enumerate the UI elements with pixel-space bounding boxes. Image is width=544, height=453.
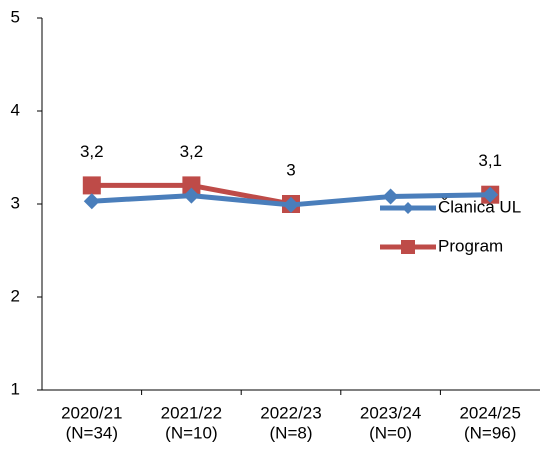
x-tick-label: (N=0): [369, 423, 412, 442]
y-tick-label: 5: [11, 7, 20, 26]
y-tick-label: 4: [11, 100, 20, 119]
x-tick-label: 2020/21: [61, 403, 122, 422]
y-tick-label: 1: [11, 379, 20, 398]
x-tick-label: (N=8): [270, 423, 313, 442]
legend-label: Članica UL: [438, 197, 521, 216]
data-label: 3,1: [478, 151, 502, 170]
data-label: 3,2: [180, 142, 204, 161]
marker: [283, 196, 299, 213]
x-tick-label: 2023/24: [360, 403, 421, 422]
marker: [183, 187, 200, 204]
legend-marker: [402, 202, 414, 214]
x-tick-label: 2024/25: [459, 403, 520, 422]
legend-label: Program: [438, 236, 503, 255]
y-tick-label: 3: [11, 193, 20, 212]
marker: [182, 176, 201, 195]
x-tick-label: (N=10): [165, 423, 217, 442]
marker: [83, 193, 100, 210]
x-tick-label: (N=96): [464, 423, 516, 442]
x-tick-label: 2022/23: [260, 403, 321, 422]
x-tick-label: 2021/22: [161, 403, 222, 422]
data-label: 3: [286, 160, 295, 179]
marker: [382, 188, 399, 205]
marker: [482, 186, 499, 203]
legend-marker: [401, 240, 415, 254]
x-tick-label: (N=34): [66, 423, 118, 442]
y-tick-label: 2: [11, 286, 20, 305]
marker: [82, 176, 101, 195]
data-label: 3,2: [80, 142, 104, 161]
